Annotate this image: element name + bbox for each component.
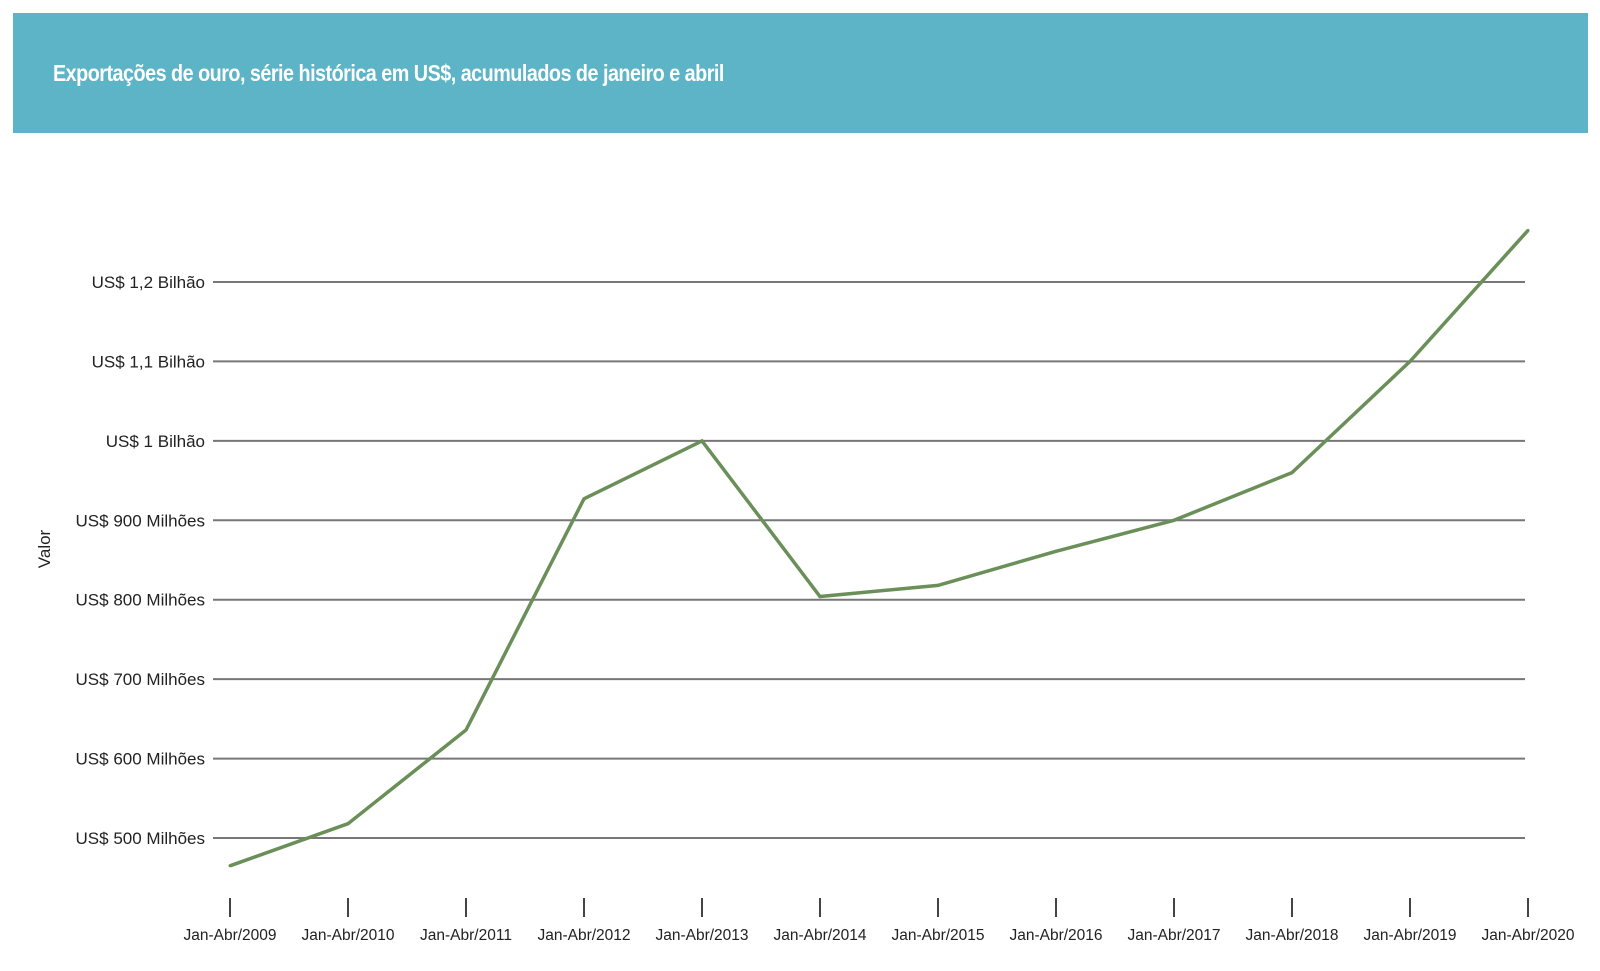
data-point: [346, 822, 350, 826]
series: [228, 228, 1530, 868]
series-line: [229, 229, 1530, 868]
x-tick-label: Jan-Abr/2018: [1245, 927, 1338, 944]
x-axis: Jan-Abr/2009 Jan-Abr/2010 Jan-Abr/2011 Jan-…: [183, 898, 1575, 944]
x-tick-label: Jan-Abr/2013: [655, 927, 748, 944]
data-point: [228, 864, 232, 868]
data-point: [818, 595, 822, 599]
data-point: [1172, 518, 1176, 522]
x-tick-label: Jan-Abr/2011: [420, 927, 512, 944]
x-tick-label: Jan-Abr/2020: [1481, 927, 1574, 944]
data-point: [700, 439, 704, 443]
y-tick-label: US$ 900 Milhões: [76, 511, 205, 530]
x-tick-label: Jan-Abr/2016: [1009, 927, 1102, 944]
data-point: [464, 728, 468, 732]
data-point: [1054, 549, 1058, 553]
data-point: [1526, 228, 1530, 232]
data-point: [582, 497, 586, 501]
y-axis-tick-labels: US$ 500 Milhões US$ 600 Milhões US$ 700 Mi…: [76, 273, 205, 848]
x-tick-label: Jan-Abr/2017: [1127, 927, 1220, 944]
x-tick-label: Jan-Abr/2014: [773, 927, 866, 944]
data-point: [936, 583, 940, 587]
y-tick-label: US$ 1,1 Bilhão: [92, 352, 205, 371]
y-tick-label: US$ 1,2 Bilhão: [92, 273, 205, 292]
x-tick-label: Jan-Abr/2015: [891, 927, 984, 944]
y-axis-label: Valor: [35, 529, 54, 568]
grid-lines: [213, 281, 1525, 839]
y-tick-label: US$ 500 Milhões: [76, 829, 205, 848]
y-tick-label: US$ 1 Bilhão: [106, 432, 205, 451]
data-point: [1290, 471, 1294, 475]
y-tick-label: US$ 700 Milhões: [76, 670, 205, 689]
x-tick-label: Jan-Abr/2019: [1363, 927, 1456, 944]
x-tick-label: Jan-Abr/2010: [301, 927, 394, 944]
x-tick-label: Jan-Abr/2012: [537, 927, 630, 944]
chart-title: Exportações de ouro, série histórica em …: [53, 60, 724, 86]
chart-header: Exportações de ouro, série histórica em …: [13, 13, 1588, 133]
y-tick-label: US$ 800 Milhões: [76, 591, 205, 610]
data-point: [1408, 359, 1412, 363]
y-tick-label: US$ 600 Milhões: [76, 750, 205, 769]
x-tick-label: Jan-Abr/2009: [183, 927, 276, 944]
